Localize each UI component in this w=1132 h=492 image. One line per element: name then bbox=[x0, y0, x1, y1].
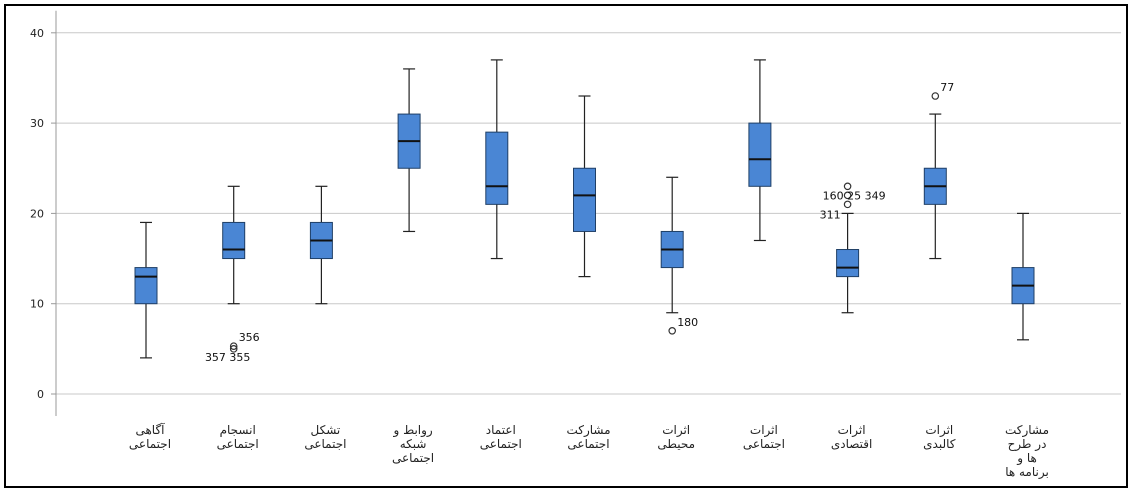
outlier-label: 356 bbox=[239, 331, 260, 344]
category-label-9: اثرات bbox=[838, 423, 866, 438]
category-labels: آگاهیاجتماعیانسجاماجتماعیتشکلاجتماعیرواب… bbox=[129, 422, 1049, 480]
y-tick-label-30: 30 bbox=[30, 117, 44, 130]
box-4 bbox=[397, 68, 421, 233]
outlier-point bbox=[931, 92, 940, 100]
y-axis: 0 10 20 30 40 bbox=[30, 10, 57, 417]
outlier-label: 311 bbox=[820, 208, 841, 221]
category-label-6: اجتماعی bbox=[567, 437, 609, 451]
y-tick-label-40: 40 bbox=[30, 27, 44, 40]
chart-frame: 0 10 20 30 40 356 357 355 180 160 25 349 311 77 آ… bbox=[4, 4, 1128, 488]
category-label-1: اجتماعی bbox=[129, 437, 171, 451]
category-label-2: اجتماعی bbox=[217, 437, 259, 451]
boxes: 356 357 355 180 160 25 349 311 77 bbox=[134, 59, 1035, 364]
category-label-1: آگاهی bbox=[135, 422, 165, 437]
box-10: 77 bbox=[923, 81, 954, 260]
category-label-3: اجتماعی bbox=[304, 437, 346, 451]
y-tick-label-0: 0 bbox=[37, 388, 44, 401]
category-label-11: مشارکت bbox=[1005, 423, 1049, 438]
category-label-9: اقتصادی bbox=[831, 437, 873, 451]
category-label-5: اجتماعی bbox=[480, 437, 522, 451]
outlier-point bbox=[229, 342, 238, 350]
category-label-10: اثرات bbox=[925, 423, 953, 438]
outlier-label: 180 bbox=[677, 316, 698, 329]
y-tick-label-10: 10 bbox=[30, 298, 44, 311]
y-tick-label-20: 20 bbox=[30, 207, 44, 220]
box-9: 160 25 349 311 bbox=[820, 182, 886, 314]
outlier-point bbox=[843, 191, 852, 200]
category-label-4: اجتماعی bbox=[392, 451, 434, 465]
category-label-11: در طرح bbox=[1008, 437, 1047, 452]
category-label-7: اثرات bbox=[662, 423, 690, 438]
outlier-point bbox=[668, 326, 677, 335]
outlier-point bbox=[229, 345, 238, 353]
category-label-3: تشکل bbox=[311, 423, 341, 437]
box-iqr bbox=[573, 167, 596, 232]
box-7: 180 bbox=[660, 176, 698, 335]
category-label-7: محیطی bbox=[657, 437, 695, 451]
box-2: 356 357 355 bbox=[205, 185, 260, 364]
box-5 bbox=[485, 59, 509, 260]
category-label-8: اجتماعی bbox=[743, 437, 785, 451]
category-label-4: روابط و bbox=[392, 423, 432, 438]
category-label-4: شبکه bbox=[400, 437, 427, 451]
box-8 bbox=[748, 59, 772, 242]
category-label-2: انسجام bbox=[220, 423, 256, 437]
category-label-8: اثرات bbox=[750, 423, 778, 438]
box-iqr bbox=[222, 221, 246, 260]
box-3 bbox=[309, 185, 333, 305]
category-label-6: مشارکت bbox=[566, 423, 610, 438]
outlier-label: 160 25 349 bbox=[823, 189, 886, 202]
category-label-5: اعتماد bbox=[486, 423, 516, 437]
box-iqr bbox=[485, 131, 509, 205]
category-label-11: برنامه ها bbox=[1005, 465, 1049, 480]
category-label-10: کالبدی bbox=[923, 437, 956, 451]
box-11 bbox=[1011, 212, 1035, 341]
boxplot-chart: 0 10 20 30 40 356 357 355 180 160 25 349 311 77 آ… bbox=[30, 10, 1121, 480]
outlier-label: 77 bbox=[940, 81, 954, 94]
outlier-point bbox=[843, 200, 852, 209]
outlier-label: 357 355 bbox=[205, 351, 251, 364]
outlier-point bbox=[843, 182, 852, 191]
box-1 bbox=[134, 221, 158, 359]
category-label-11: ها و bbox=[1016, 451, 1037, 466]
box-iqr bbox=[748, 122, 772, 187]
box-iqr bbox=[836, 249, 860, 278]
box-6 bbox=[573, 95, 596, 278]
box-iqr bbox=[134, 267, 158, 305]
